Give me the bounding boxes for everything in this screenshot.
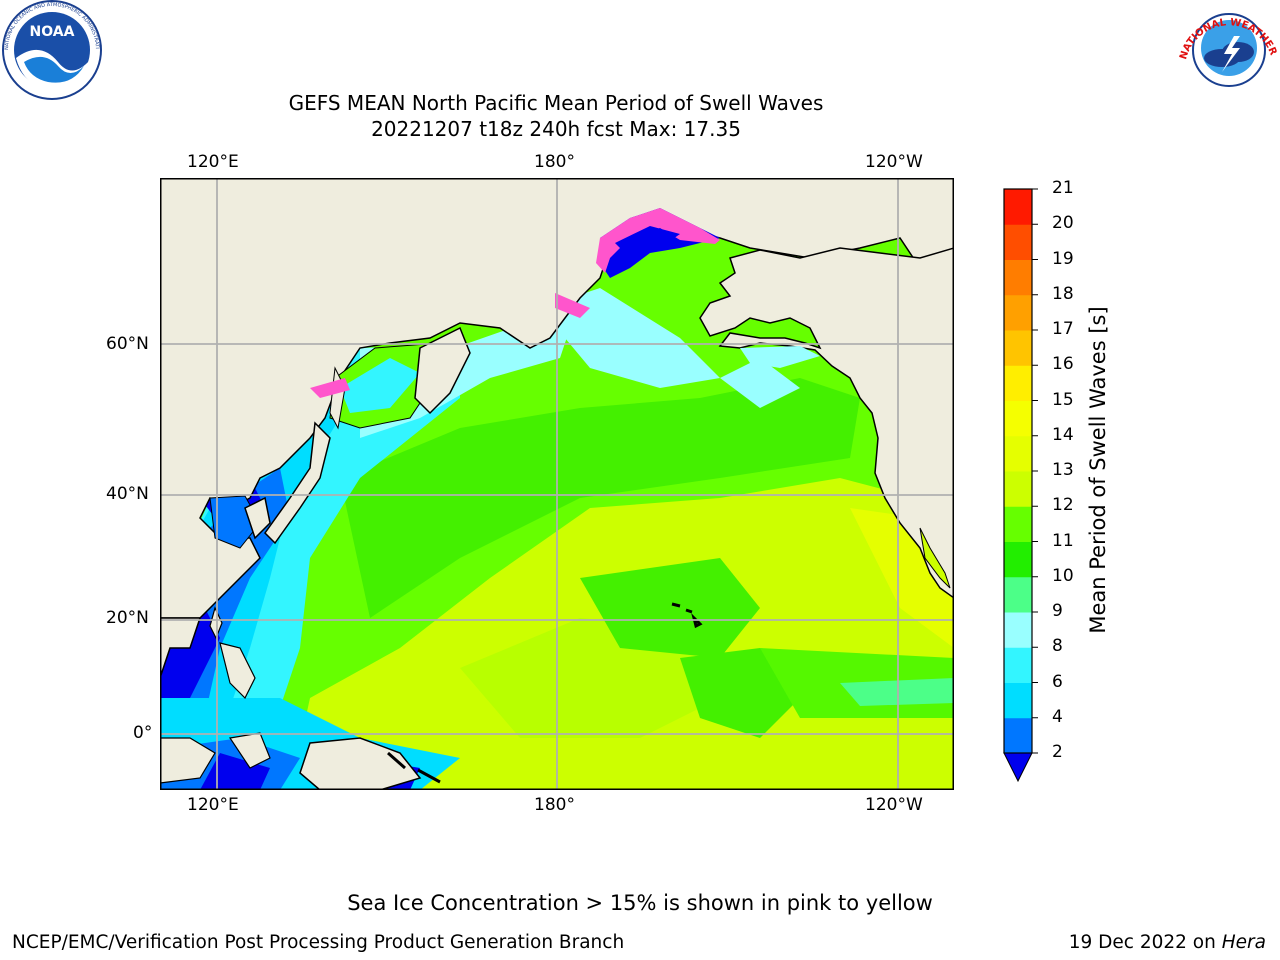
colorbar-segment: [1004, 647, 1032, 683]
date-text: 19 Dec 2022 on: [1068, 932, 1222, 953]
swell-period-map: [160, 178, 954, 790]
colorbar-tick-label: 21: [1052, 178, 1074, 198]
land-korea: [244, 496, 271, 540]
colorbar-tick-label: 18: [1052, 283, 1074, 304]
lat-label-60n: 60°N: [106, 334, 149, 354]
colorbar-segment: [1004, 541, 1032, 578]
colorbar-segment: [1004, 682, 1032, 719]
lon-label-top-180: 180°: [534, 152, 575, 172]
colorbar-tick-label: 13: [1052, 460, 1074, 480]
colorbar-tick-label: 8: [1052, 636, 1063, 657]
colorbar-tick-label: 10: [1052, 565, 1074, 586]
sea-ice-note: Sea Ice Concentration > 15% is shown in …: [347, 891, 933, 915]
colorbar-tick-label: 9: [1052, 601, 1063, 621]
colorbar-label: Mean Period of Swell Waves [s]: [1086, 306, 1110, 634]
colorbar-segment: [1004, 506, 1032, 542]
colorbar-tick-label: 19: [1052, 248, 1074, 269]
land-new-guinea: [299, 737, 422, 790]
colorbar-segment: [1004, 612, 1032, 648]
land-north-america: [699, 247, 954, 599]
noaa-logo: NOAA NATIONAL OCEANIC AND ATMOSPHERIC AD…: [0, 0, 102, 100]
colorbar-segment: [1004, 717, 1032, 754]
noaa-wordmark: NOAA: [30, 24, 75, 40]
colorbar-segment: [1004, 576, 1032, 613]
colorbar-tick-label: 14: [1052, 424, 1074, 445]
colorbar-tick-label: 16: [1052, 354, 1074, 375]
land-japan: [264, 421, 331, 545]
colorbar-segment: [1004, 435, 1032, 472]
colorbar-segment: [1004, 189, 1032, 225]
colorbar-segment: [1004, 365, 1032, 401]
land-philippines: [219, 642, 256, 700]
lon-label-top-120w: 120°W: [865, 152, 923, 172]
machine-name: Hera: [1221, 932, 1266, 953]
colorbar-under-triangle: [1003, 752, 1033, 783]
credit-text: NCEP/EMC/Verification Post Processing Pr…: [12, 932, 625, 953]
lon-label-bottom-120e: 120°E: [187, 795, 239, 815]
colorbar-segment: [1004, 224, 1032, 260]
colorbar-tick-label: 12: [1052, 495, 1074, 516]
colorbar-segment: [1004, 259, 1032, 296]
lat-label-20n: 20°N: [106, 608, 149, 628]
land-hawaii: [671, 602, 703, 629]
lon-label-bottom-180: 180°: [534, 795, 575, 815]
colorbar-tick-label: 2: [1052, 742, 1063, 762]
nws-logo: NATIONAL WEATHER SERVICE: [1178, 0, 1280, 98]
chart-subtitle: 20221207 t18z 240h fcst Max: 17.35: [371, 117, 741, 141]
map-frame: [160, 178, 954, 790]
colorbar-segment: [1004, 330, 1032, 366]
date-machine: 19 Dec 2022 on Hera: [1069, 932, 1266, 953]
land-kamchatka: [414, 326, 471, 415]
colorbar-tick-label: 17: [1052, 319, 1074, 339]
colorbar-segment: [1004, 400, 1032, 437]
colorbar: [1003, 188, 1038, 783]
lat-label-0: 0°: [133, 723, 153, 743]
colorbar-tick-label: 4: [1052, 706, 1063, 727]
map-gridlines: [160, 178, 954, 790]
colorbar-segment: [1004, 294, 1032, 331]
colorbar-segments: [1004, 189, 1032, 754]
colorbar-tick-label: 20: [1052, 213, 1074, 234]
field-11s: [340, 378, 860, 618]
land-borneo: [160, 737, 216, 784]
colorbar-tick-label: 11: [1052, 530, 1074, 551]
colorbar-tick-marks: [1032, 188, 1038, 754]
lon-label-top-120e: 120°E: [187, 152, 239, 172]
colorbar-tick-label: 15: [1052, 389, 1074, 410]
colorbar-segment: [1004, 471, 1032, 507]
colorbar-tick-label: 6: [1052, 671, 1063, 692]
lon-label-bottom-120w: 120°W: [865, 795, 923, 815]
chart-title: GEFS MEAN North Pacific Mean Period of S…: [288, 91, 824, 115]
lat-label-40n: 40°N: [106, 484, 149, 504]
